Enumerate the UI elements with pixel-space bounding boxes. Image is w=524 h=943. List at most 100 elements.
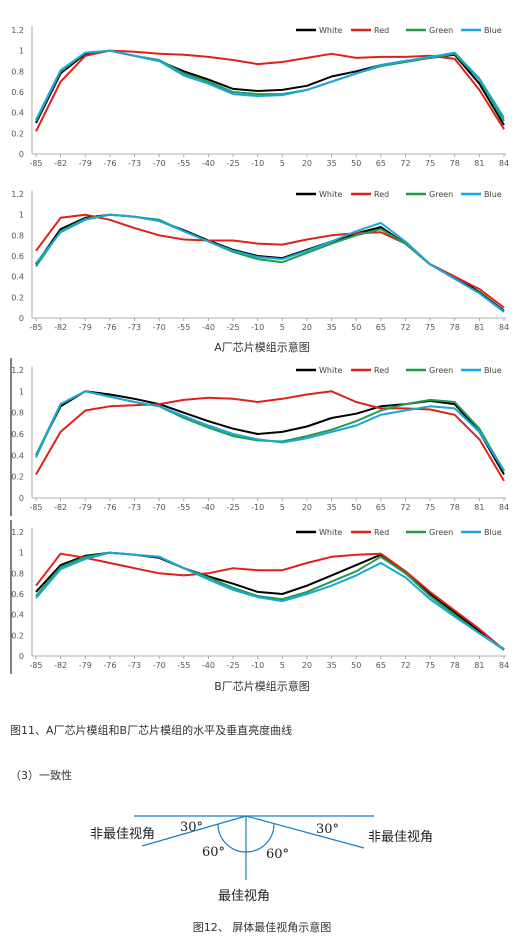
- x-tick-label: 5: [280, 503, 285, 512]
- x-tick-label: -40: [202, 661, 215, 670]
- y-tick-label: 0.4: [11, 611, 24, 620]
- caption-b-group: B厂芯片模组示意图: [214, 680, 310, 693]
- series-line-white: [35, 213, 505, 312]
- x-tick-label: -70: [153, 661, 166, 670]
- left-non-optimal-label: 非最佳视角: [90, 827, 155, 842]
- x-tick-label: -40: [202, 159, 215, 168]
- y-tick-label: 1: [19, 387, 24, 396]
- x-tick-label: 72: [400, 661, 410, 670]
- series-line-red: [35, 390, 505, 482]
- x-tick-label: -79: [79, 323, 92, 332]
- right-non-optimal-label: 非最佳视角: [368, 830, 433, 845]
- legend-entry: White: [319, 366, 342, 375]
- series-line-green: [35, 49, 505, 122]
- series-line-blue: [35, 390, 505, 471]
- optimal-label: 最佳视角: [218, 889, 270, 904]
- x-tick-label: -70: [153, 323, 166, 332]
- x-tick-label: 20: [302, 661, 312, 670]
- y-tick-label: 1: [19, 549, 24, 558]
- legend-entry: Red: [374, 190, 389, 199]
- x-tick-label: -79: [79, 661, 92, 670]
- x-tick-label: -73: [128, 323, 141, 332]
- x-tick-label: 65: [376, 323, 386, 332]
- y-tick-label: 0.2: [11, 293, 24, 302]
- x-tick-label: -76: [103, 159, 116, 168]
- x-tick-label: 5: [280, 661, 285, 670]
- y-tick-label: 0.2: [11, 129, 24, 138]
- x-tick-label: -40: [202, 323, 215, 332]
- x-tick-label: 5: [280, 159, 285, 168]
- series-line-red: [35, 552, 505, 651]
- y-tick-label: 1: [19, 211, 24, 220]
- legend-entry: Blue: [484, 26, 502, 35]
- x-tick-label: 84: [499, 661, 509, 670]
- series-line-blue: [35, 49, 505, 121]
- x-tick-label: -82: [54, 661, 67, 670]
- x-tick-label: -85: [29, 159, 42, 168]
- y-tick-label: 1: [19, 47, 24, 56]
- x-tick-label: 78: [450, 503, 460, 512]
- x-tick-label: -55: [177, 159, 190, 168]
- x-tick-label: 84: [499, 159, 509, 168]
- legend-entry: Green: [429, 528, 453, 537]
- y-tick-label: 0.6: [11, 590, 24, 599]
- y-tick-label: 0.2: [11, 473, 24, 482]
- x-tick-label: 78: [450, 159, 460, 168]
- x-tick-label: 65: [376, 661, 386, 670]
- x-tick-label: 65: [376, 159, 386, 168]
- y-tick-label: 0.6: [11, 430, 24, 439]
- x-tick-label: -55: [177, 323, 190, 332]
- x-tick-label: -79: [79, 159, 92, 168]
- y-tick-label: 0.6: [11, 88, 24, 97]
- x-tick-label: -76: [103, 661, 116, 670]
- y-tick-label: 0.8: [11, 67, 24, 76]
- chart-a-vertical: 0 0.2 0.4 0.6 0.8 1 1.2 -85 -82 -79 -76 -73 -70 -55 -4…: [11, 190, 509, 332]
- x-tick-label: -70: [153, 159, 166, 168]
- x-tick-label: -55: [177, 503, 190, 512]
- angle-left-bottom: 60°: [202, 845, 225, 860]
- x-tick-label: 75: [425, 503, 435, 512]
- series-line-white: [35, 49, 505, 126]
- x-tick-label: -82: [54, 159, 67, 168]
- x-tick-label: 75: [425, 159, 435, 168]
- x-tick-label: -82: [54, 323, 67, 332]
- x-tick-label: 50: [351, 661, 361, 670]
- x-tick-label: 84: [499, 503, 509, 512]
- x-tick-label: -70: [153, 503, 166, 512]
- y-tick-label: 0.6: [11, 252, 24, 261]
- x-tick-label: 50: [351, 159, 361, 168]
- figure-11-caption: 图11、A厂芯片模组和B厂芯片模组的水平及垂直亮度曲线: [10, 724, 293, 737]
- chart-b-horizontal: 0 0.2 0.4 0.6 0.8 1 1.2 -85 -82 -79 -76 -73 -70 -55 -4…: [10, 358, 509, 516]
- x-tick-label: -25: [227, 323, 240, 332]
- legend-entry: Red: [374, 26, 389, 35]
- chart-a-horizontal: 0 0.2 0.4 0.6 0.8 1 1.2 -85 -82 -79 -76 -73 -70 -55 -4…: [11, 26, 509, 168]
- y-tick-label: 1.2: [11, 366, 24, 375]
- x-tick-label: 72: [400, 159, 410, 168]
- caption-a-group: A厂芯片模组示意图: [214, 341, 310, 354]
- y-tick-label: 0.8: [11, 569, 24, 578]
- x-tick-label: -10: [251, 661, 264, 670]
- x-tick-label: 72: [400, 503, 410, 512]
- x-tick-label: 78: [450, 661, 460, 670]
- angle-right-top: 30°: [316, 822, 339, 837]
- x-tick-label: 35: [326, 661, 336, 670]
- y-tick-label: 0: [19, 494, 24, 503]
- angle-arc: [217, 823, 275, 853]
- x-tick-label: 20: [302, 159, 312, 168]
- x-tick-label: -73: [128, 661, 141, 670]
- x-tick-label: -82: [54, 503, 67, 512]
- legend-entry: Blue: [484, 190, 502, 199]
- y-tick-label: 0: [19, 652, 24, 661]
- x-tick-label: -25: [227, 503, 240, 512]
- x-tick-label: 50: [351, 323, 361, 332]
- x-tick-label: -85: [29, 323, 42, 332]
- ray-right-30: [245, 815, 365, 849]
- chart-b-vertical: 0 0.2 0.4 0.6 0.8 1 1.2 -85 -82 -79 -76 -73 -70 -55 -4…: [10, 520, 509, 674]
- x-tick-label: 35: [326, 159, 336, 168]
- x-tick-label: 65: [376, 503, 386, 512]
- y-tick-label: 0.4: [11, 451, 24, 460]
- legend-entry: White: [319, 26, 342, 35]
- x-tick-label: 72: [400, 323, 410, 332]
- angle-right-bottom: 60°: [266, 847, 289, 862]
- x-tick-label: 20: [302, 503, 312, 512]
